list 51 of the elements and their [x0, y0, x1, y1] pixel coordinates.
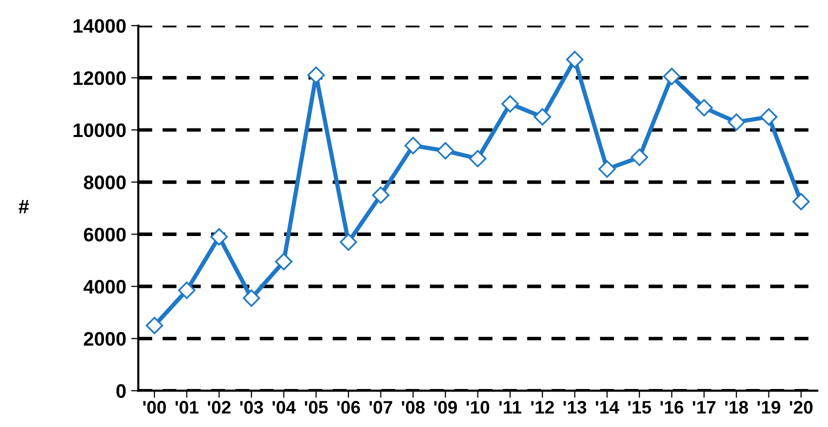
y-tick-label: 2000	[84, 332, 126, 346]
x-tick-label: '04	[272, 400, 296, 414]
y-tick-label: 12000	[74, 71, 126, 86]
point	[307, 66, 325, 84]
x-tick-label: '05	[304, 400, 328, 414]
x-tick-label: '13	[564, 400, 586, 414]
x-tick-label: '02	[208, 400, 231, 414]
point	[146, 316, 164, 334]
x-tick-label: '08	[402, 400, 425, 414]
x-tick-label: '20	[790, 400, 813, 414]
point	[534, 108, 552, 126]
point	[469, 150, 486, 168]
x-tick-label: '15	[628, 401, 652, 414]
x-tick-label: '03	[240, 400, 263, 414]
point	[598, 160, 616, 178]
point	[566, 50, 584, 68]
x-tick-label: '12	[531, 400, 554, 414]
y-tick-label: 14000	[74, 19, 126, 33]
x-tick-label: '14	[596, 401, 620, 414]
point	[792, 192, 810, 210]
point	[760, 108, 778, 126]
x-tick-label: '09	[434, 400, 457, 414]
x-tick-label: '17	[692, 401, 716, 414]
point	[436, 142, 454, 160]
x-tick-label: '19	[758, 400, 780, 414]
y-tick-label: 0	[116, 384, 126, 398]
y-tick-label: 10000	[74, 123, 126, 138]
x-tick-label: '16	[660, 400, 684, 414]
x-tick-label: '07	[370, 400, 392, 414]
x-tick-label: '11	[499, 401, 522, 414]
y-tick-label: 4000	[84, 280, 126, 294]
point	[501, 95, 519, 113]
point	[178, 282, 196, 299]
point	[404, 136, 422, 154]
point	[210, 228, 228, 246]
point	[630, 148, 648, 166]
point	[695, 99, 713, 116]
point	[242, 289, 260, 307]
y-axis-title: #	[18, 200, 29, 214]
point	[728, 113, 746, 131]
x-tick-label: '01	[176, 400, 198, 414]
y-tick-label: 8000	[84, 176, 126, 190]
x-tick-label: '18	[725, 400, 748, 414]
point	[275, 252, 292, 270]
x-tick-label: '06	[337, 400, 360, 414]
y-tick-label: 6000	[84, 228, 126, 242]
point	[340, 233, 358, 251]
point	[663, 68, 680, 86]
x-tick-label: '00	[143, 400, 166, 414]
point	[372, 186, 390, 204]
x-tick-label: '10	[466, 400, 490, 414]
